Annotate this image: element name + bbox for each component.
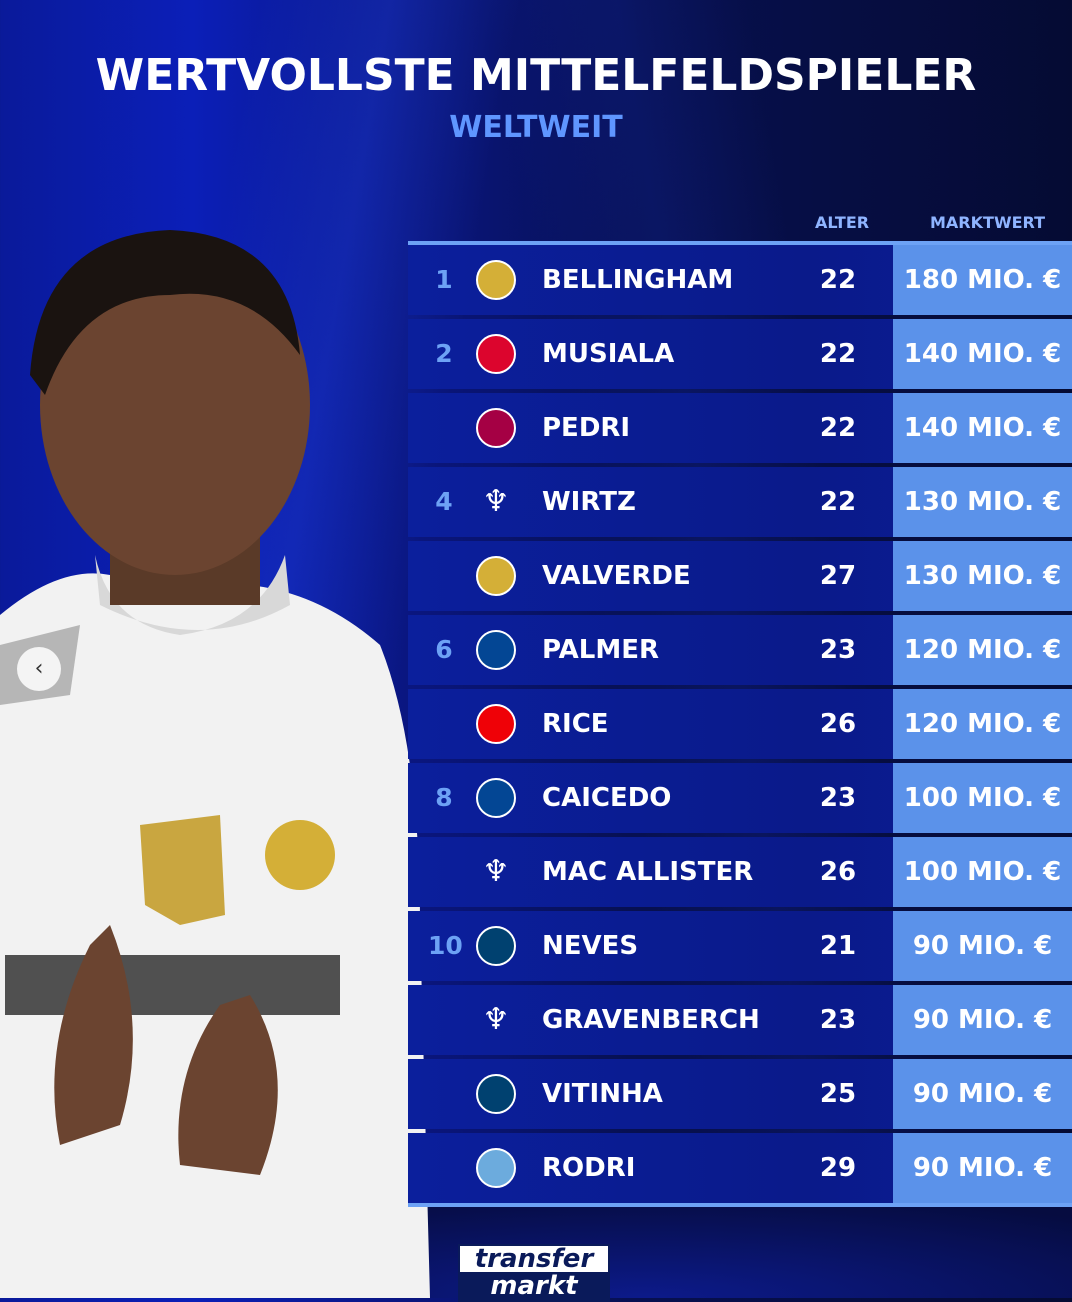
table-row: PEDRI 22 140 MIO. €	[408, 393, 1072, 463]
column-header-value: MARKTWERT	[930, 213, 1046, 232]
column-header-age: ALTER	[815, 213, 870, 232]
player-age: 27	[819, 561, 857, 591]
table-top-border	[408, 241, 1072, 245]
table-row: 8 CAICEDO 23 100 MIO. €	[408, 763, 1072, 833]
player-age: 23	[819, 1005, 857, 1035]
player-name: GRAVENBERCH	[542, 1005, 760, 1035]
club-crest-icon	[476, 408, 516, 448]
rank: 6	[435, 635, 453, 664]
chevron-left-icon: ‹	[34, 656, 44, 681]
player-name: WIRTZ	[542, 487, 636, 517]
player-name: MAC ALLISTER	[542, 857, 754, 887]
player-age: 29	[819, 1153, 857, 1183]
club-crest-icon	[476, 334, 516, 374]
player-age: 22	[819, 487, 857, 517]
club-crest-icon	[476, 704, 516, 744]
player-name: RICE	[542, 709, 609, 739]
player-name: VALVERDE	[542, 561, 691, 591]
market-value: 120 MIO. €	[893, 689, 1072, 759]
club-crest-icon	[476, 1074, 516, 1114]
table-row: RICE 26 120 MIO. €	[408, 689, 1072, 759]
market-value: 140 MIO. €	[893, 319, 1072, 389]
market-value: 180 MIO. €	[893, 245, 1072, 315]
table-row: VITINHA 25 90 MIO. €	[408, 1059, 1072, 1129]
player-age: 22	[819, 265, 857, 295]
table-row: 2 MUSIALA 22 140 MIO. €	[408, 319, 1072, 389]
market-value: 120 MIO. €	[893, 615, 1072, 685]
player-name: MUSIALA	[542, 339, 675, 369]
player-age: 21	[819, 931, 857, 961]
player-name: PALMER	[542, 635, 660, 665]
market-value: 140 MIO. €	[893, 393, 1072, 463]
market-value: 90 MIO. €	[893, 1133, 1072, 1203]
player-age: 23	[819, 635, 857, 665]
page-subtitle: WELTWEIT	[449, 110, 623, 145]
market-value: 100 MIO. €	[893, 763, 1072, 833]
player-name: RODRI	[542, 1153, 636, 1183]
table-row: RODRI 29 90 MIO. €	[408, 1133, 1072, 1203]
player-age: 26	[819, 709, 857, 739]
table-bottom-border	[408, 1203, 1072, 1207]
table-row: 4 ♆ WIRTZ 22 130 MIO. €	[408, 467, 1072, 537]
table-row: 6 PALMER 23 120 MIO. €	[408, 615, 1072, 685]
rank: 2	[435, 339, 453, 368]
player-name: PEDRI	[542, 413, 631, 443]
table-row: 1 BELLINGHAM 22 180 MIO. €	[408, 245, 1072, 315]
ranking-table: 1 BELLINGHAM 22 180 MIO. €2 MUSIALA 22 1…	[408, 241, 1072, 1207]
club-crest-icon	[476, 926, 516, 966]
player-age: 22	[819, 413, 857, 443]
player-age: 26	[819, 857, 857, 887]
transfermarkt-logo: transfer markt	[458, 1244, 610, 1302]
player-age: 23	[819, 783, 857, 813]
club-crest-icon	[476, 630, 516, 670]
player-name: BELLINGHAM	[542, 265, 734, 295]
market-value: 90 MIO. €	[893, 911, 1072, 981]
table-row: ♆ MAC ALLISTER 26 100 MIO. €	[408, 837, 1072, 907]
table-row: VALVERDE 27 130 MIO. €	[408, 541, 1072, 611]
club-crest-icon: ♆	[482, 1002, 510, 1037]
market-value: 130 MIO. €	[893, 541, 1072, 611]
club-crest-icon	[476, 556, 516, 596]
player-age: 25	[819, 1079, 857, 1109]
market-value: 100 MIO. €	[893, 837, 1072, 907]
player-name: NEVES	[542, 931, 639, 961]
player-photo	[0, 230, 430, 1298]
player-name: CAICEDO	[542, 783, 672, 813]
club-crest-icon	[476, 260, 516, 300]
market-value: 130 MIO. €	[893, 467, 1072, 537]
carousel-prev-button[interactable]: ‹	[17, 647, 61, 691]
table-row: 10 NEVES 21 90 MIO. €	[408, 911, 1072, 981]
market-value: 90 MIO. €	[893, 985, 1072, 1055]
rank: 10	[428, 931, 463, 960]
club-crest-icon	[476, 1148, 516, 1188]
page-title: WERTVOLLSTE MITTELFELDSPIELER	[95, 50, 977, 101]
club-crest-icon: ♆	[482, 484, 510, 519]
rank: 8	[435, 783, 453, 812]
rank: 4	[435, 487, 453, 516]
club-crest-icon	[476, 778, 516, 818]
market-value: 90 MIO. €	[893, 1059, 1072, 1129]
rank: 1	[435, 265, 453, 294]
table-row: ♆ GRAVENBERCH 23 90 MIO. €	[408, 985, 1072, 1055]
club-crest-icon: ♆	[482, 854, 510, 889]
player-age: 22	[819, 339, 857, 369]
player-name: VITINHA	[542, 1079, 663, 1109]
